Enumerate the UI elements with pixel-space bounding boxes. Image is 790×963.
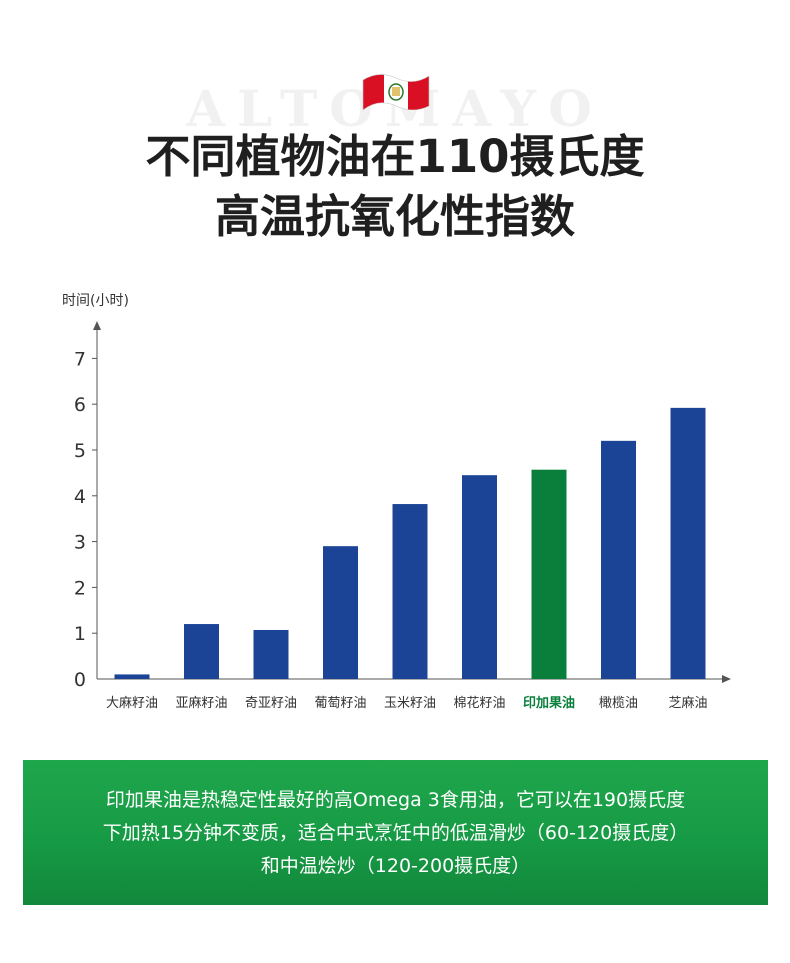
x-tick-label: 橄榄油	[599, 695, 638, 711]
bar	[323, 546, 358, 679]
bar	[253, 629, 289, 679]
x-tick-label: 玉米籽油	[384, 696, 436, 711]
x-tick-label: 葡萄籽油	[314, 696, 366, 711]
bar	[184, 624, 219, 679]
y-axis-arrow	[93, 321, 101, 330]
bar	[114, 674, 150, 679]
banner-line-3: 和中温烩炒（120-200摄氏度）	[260, 855, 531, 877]
y-tick-label: 1	[74, 623, 86, 645]
y-tick-label: 6	[74, 394, 86, 416]
bar	[462, 475, 497, 679]
y-tick-label: 0	[74, 669, 86, 691]
bar	[392, 504, 428, 679]
x-tick-label: 奇亚籽油	[245, 695, 297, 711]
y-tick-label: 5	[74, 440, 86, 462]
y-axis-ticks: 0 1 2 3 4 5 6 7	[74, 348, 97, 691]
x-tick-label: 亚麻籽油	[175, 696, 227, 711]
bars	[114, 407, 706, 679]
description-banner: 印加果油是热稳定性最好的高Omega 3食用油，它可以在190摄氏度 下加热15…	[23, 760, 768, 905]
y-axis-label: 时间(小时)	[62, 293, 129, 309]
page-title-line-2: 高温抗氧化性指数	[214, 190, 575, 243]
x-tick-label: 印加果油	[523, 695, 575, 711]
bar-chart: 时间(小时) 0 1 2 3 4 5 6 7 大麻籽油 亚麻籽油 奇亚籽油 葡萄籽油 玉米籽油 棉花籽油…	[62, 293, 731, 711]
bar	[601, 440, 636, 679]
x-tick-label: 大麻籽油	[106, 696, 158, 711]
x-tick-label: 芝麻油	[668, 695, 707, 711]
y-tick-label: 4	[74, 486, 86, 508]
x-tick-label: 棉花籽油	[453, 695, 505, 711]
peru-flag-icon	[359, 66, 433, 116]
banner-line-1: 印加果油是热稳定性最好的高Omega 3食用油，它可以在190摄氏度	[105, 789, 686, 811]
x-axis-arrow	[722, 675, 731, 683]
banner-line-2: 下加热15分钟不变质，适合中式烹饪中的低温滑炒（60-120摄氏度）	[102, 822, 689, 844]
y-tick-label: 2	[74, 577, 86, 599]
page-title-line-1: 不同植物油在110摄氏度	[145, 130, 645, 183]
bar	[531, 469, 567, 679]
x-axis-labels: 大麻籽油 亚麻籽油 奇亚籽油 葡萄籽油 玉米籽油 棉花籽油 印加果油 橄榄油 芝麻油	[106, 695, 708, 711]
bar	[670, 407, 706, 679]
y-tick-label: 3	[74, 532, 86, 554]
y-tick-label: 7	[74, 348, 86, 370]
